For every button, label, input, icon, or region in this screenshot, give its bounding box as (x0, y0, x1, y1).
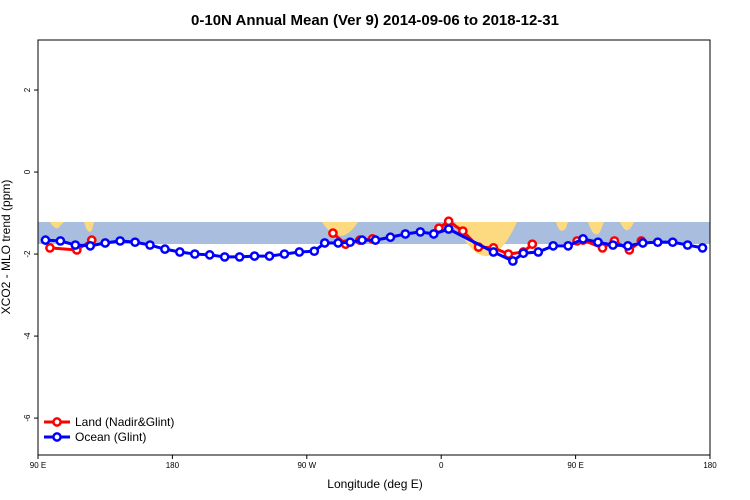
point (130, 237, 140, 248)
x-tick-label: 180 (703, 461, 717, 470)
point (40, 235, 51, 245)
chart-title: 0-10N Annual Mean (Ver 9) 2014-09-06 to … (191, 12, 559, 29)
point (443, 224, 454, 234)
point (593, 237, 603, 248)
x-tick-label: 0 (439, 461, 444, 470)
point (204, 250, 215, 260)
y-tick-label: -2 (23, 250, 32, 258)
point (115, 236, 125, 246)
point (623, 241, 633, 251)
point (345, 237, 355, 248)
point (548, 241, 559, 251)
point (428, 229, 439, 239)
point (667, 237, 678, 248)
point (294, 247, 305, 257)
point (697, 243, 708, 253)
point (328, 228, 338, 238)
point (160, 244, 170, 254)
legend-marker (52, 417, 62, 427)
y-tick-label: 2 (23, 87, 32, 92)
point (682, 240, 693, 250)
y-tick-label: 0 (23, 169, 32, 174)
point (637, 238, 648, 248)
point (488, 247, 499, 257)
point (85, 241, 96, 251)
point (415, 227, 426, 237)
point (145, 240, 155, 250)
point (234, 252, 245, 262)
point (578, 234, 588, 244)
x-axis-label: Longitude (deg E) (327, 477, 422, 491)
legend-label: Ocean (Glint) (75, 430, 146, 444)
legend-label: Land (Nadir&Glint) (75, 415, 174, 429)
point (219, 252, 230, 262)
plot-frame (37, 39, 711, 456)
point (264, 251, 275, 261)
x-tick-label: 90 W (297, 461, 316, 470)
ocean-band (38, 222, 710, 244)
point (319, 238, 330, 248)
y-tick-label: -4 (23, 332, 32, 340)
point (527, 239, 538, 250)
point (652, 237, 663, 248)
point (45, 243, 55, 253)
x-tick-label: 90 E (30, 461, 46, 470)
x-tick-label: 90 E (567, 461, 583, 470)
x-tick-label: 180 (166, 461, 180, 470)
y-tick-label: -6 (23, 414, 32, 422)
point (508, 256, 518, 266)
point (533, 247, 544, 257)
point (333, 238, 344, 248)
point (563, 241, 573, 251)
point (608, 240, 618, 250)
point (175, 247, 185, 257)
point (309, 246, 320, 257)
point (518, 248, 529, 259)
point (249, 251, 260, 261)
point (70, 240, 81, 250)
point (400, 229, 411, 239)
point (385, 232, 396, 243)
point (357, 235, 367, 245)
legend-marker (52, 432, 62, 442)
point (100, 238, 111, 248)
point (55, 236, 66, 246)
point (370, 235, 381, 245)
y-axis-label: XCO2 - MLO trend (ppm) (0, 180, 13, 315)
point (189, 249, 200, 259)
point (443, 216, 454, 227)
point (279, 249, 290, 259)
